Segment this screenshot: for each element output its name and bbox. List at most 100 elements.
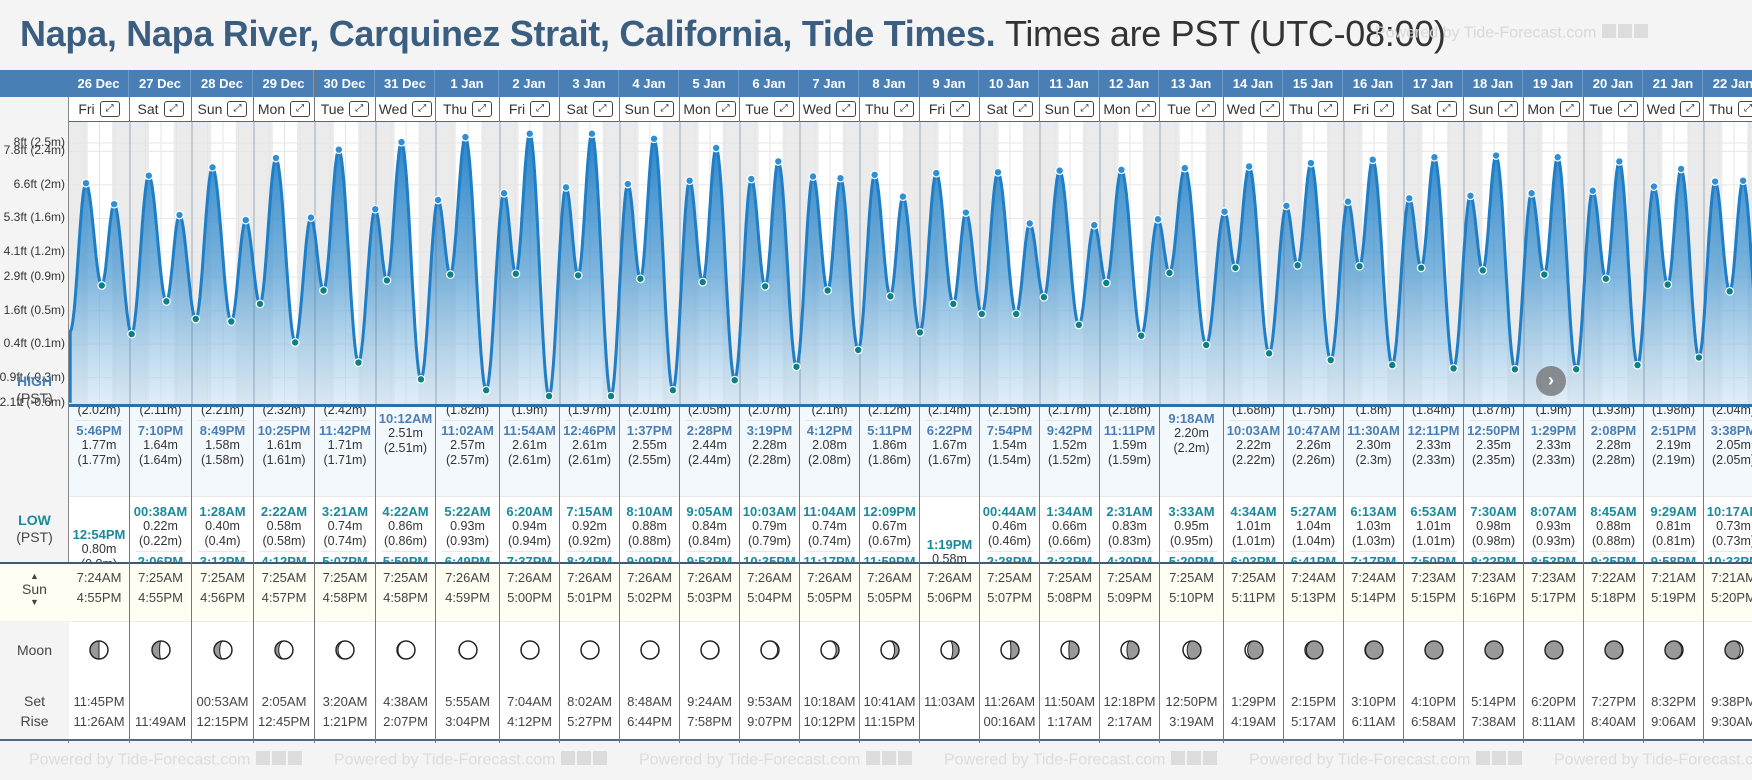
high-tide-point[interactable] — [1180, 163, 1190, 173]
expand-icon[interactable]: ⤢ — [950, 101, 971, 117]
high-tide-point[interactable] — [433, 195, 443, 205]
high-tide-point[interactable] — [587, 129, 597, 139]
low-tide-point[interactable] — [481, 385, 491, 395]
high-tide-point[interactable] — [1025, 219, 1035, 228]
low-tide-point[interactable] — [255, 299, 265, 309]
expand-icon[interactable]: ⤢ — [1195, 101, 1216, 117]
expand-icon[interactable]: ⤢ — [836, 101, 857, 117]
high-tide-point[interactable] — [1220, 207, 1229, 217]
expand-icon[interactable]: ⤢ — [1617, 101, 1638, 117]
high-tide-point[interactable] — [1282, 201, 1291, 211]
low-tide-point[interactable] — [1074, 320, 1084, 330]
expand-icon[interactable]: ⤢ — [530, 101, 551, 117]
low-tide-point[interactable] — [1539, 270, 1549, 279]
high-tide-point[interactable] — [623, 179, 633, 189]
low-tide-point[interactable] — [1387, 360, 1397, 370]
high-tide-point[interactable] — [931, 168, 941, 178]
high-tide-point[interactable] — [271, 153, 281, 163]
low-tide-point[interactable] — [1039, 292, 1049, 302]
high-tide-point[interactable] — [1244, 162, 1254, 171]
low-tide-point[interactable] — [760, 281, 770, 291]
low-tide-point[interactable] — [162, 296, 171, 306]
low-tide-point[interactable] — [948, 299, 958, 309]
high-tide-point[interactable] — [1710, 177, 1720, 186]
low-tide-point[interactable] — [382, 276, 392, 285]
expand-icon[interactable]: ⤢ — [1680, 101, 1701, 117]
low-tide-point[interactable] — [416, 374, 426, 384]
low-tide-point[interactable] — [885, 291, 895, 301]
high-tide-point[interactable] — [1404, 193, 1414, 203]
high-tide-point[interactable] — [685, 176, 695, 186]
high-tide-point[interactable] — [1368, 155, 1378, 165]
low-tide-point[interactable] — [668, 385, 678, 395]
low-tide-point[interactable] — [354, 358, 363, 367]
low-tide-point[interactable] — [445, 270, 455, 279]
low-tide-point[interactable] — [636, 274, 645, 284]
high-tide-point[interactable] — [144, 171, 154, 181]
low-tide-point[interactable] — [1449, 364, 1458, 373]
expand-icon[interactable]: ⤢ — [592, 101, 613, 117]
expand-icon[interactable]: ⤢ — [1135, 101, 1156, 117]
low-tide-point[interactable] — [915, 327, 925, 337]
low-tide-point[interactable] — [1101, 278, 1111, 288]
high-tide-point[interactable] — [1153, 214, 1163, 224]
low-tide-point[interactable] — [319, 286, 328, 295]
low-tide-point[interactable] — [1201, 340, 1211, 350]
high-tide-point[interactable] — [961, 208, 971, 217]
low-tide-point[interactable] — [1293, 260, 1303, 270]
high-tide-point[interactable] — [175, 210, 184, 220]
low-tide-point[interactable] — [730, 375, 740, 385]
high-tide-point[interactable] — [649, 134, 659, 144]
low-tide-point[interactable] — [1633, 360, 1642, 370]
high-tide-point[interactable] — [1614, 156, 1624, 166]
expand-icon[interactable]: ⤢ — [472, 101, 493, 117]
high-tide-point[interactable] — [773, 156, 783, 166]
low-tide-point[interactable] — [1478, 265, 1488, 275]
expand-icon[interactable]: ⤢ — [1498, 101, 1519, 117]
high-tide-point[interactable] — [1343, 197, 1353, 207]
low-tide-point[interactable] — [698, 277, 708, 287]
low-tide-point[interactable] — [823, 286, 833, 295]
high-tide-point[interactable] — [461, 132, 470, 142]
expand-icon[interactable]: ⤢ — [1318, 101, 1339, 117]
high-tide-point[interactable] — [1649, 182, 1659, 191]
expand-icon[interactable]: ⤢ — [349, 101, 370, 117]
expand-icon[interactable]: ⤢ — [715, 101, 736, 117]
low-tide-point[interactable] — [606, 391, 616, 401]
low-tide-point[interactable] — [226, 317, 236, 326]
expand-icon[interactable]: ⤢ — [654, 101, 675, 117]
low-tide-point[interactable] — [1165, 268, 1174, 278]
high-tide-point[interactable] — [1738, 176, 1748, 186]
high-tide-point[interactable] — [334, 145, 344, 155]
high-tide-point[interactable] — [81, 178, 91, 188]
high-tide-point[interactable] — [1055, 166, 1065, 176]
high-tide-point[interactable] — [208, 162, 217, 172]
low-tide-point[interactable] — [1725, 286, 1735, 296]
high-tide-point[interactable] — [993, 167, 1003, 177]
low-tide-point[interactable] — [1355, 261, 1364, 271]
low-tide-point[interactable] — [1571, 364, 1581, 374]
expand-icon[interactable]: ⤢ — [1260, 101, 1281, 117]
expand-icon[interactable]: ⤢ — [1012, 101, 1033, 117]
high-tide-point[interactable] — [898, 192, 908, 202]
high-tide-point[interactable] — [109, 199, 119, 209]
low-tide-point[interactable] — [1011, 309, 1021, 319]
high-tide-point[interactable] — [525, 129, 535, 139]
low-tide-point[interactable] — [1264, 348, 1274, 358]
low-tide-point[interactable] — [544, 391, 554, 401]
low-tide-point[interactable] — [1510, 364, 1520, 374]
low-tide-point[interactable] — [290, 338, 300, 347]
high-tide-point[interactable] — [1553, 152, 1563, 162]
expand-icon[interactable]: ⤢ — [163, 101, 184, 117]
high-tide-point[interactable] — [1466, 191, 1475, 201]
high-tide-point[interactable] — [499, 188, 509, 198]
low-tide-point[interactable] — [97, 281, 107, 290]
low-tide-point[interactable] — [792, 362, 801, 372]
expand-icon[interactable]: ⤢ — [1436, 101, 1457, 117]
expand-icon[interactable]: ⤢ — [99, 101, 120, 117]
high-tide-point[interactable] — [397, 137, 406, 147]
high-tide-point[interactable] — [1089, 220, 1099, 230]
high-tide-point[interactable] — [746, 174, 756, 184]
high-tide-point[interactable] — [561, 182, 571, 192]
expand-icon[interactable]: ⤢ — [1074, 101, 1095, 117]
